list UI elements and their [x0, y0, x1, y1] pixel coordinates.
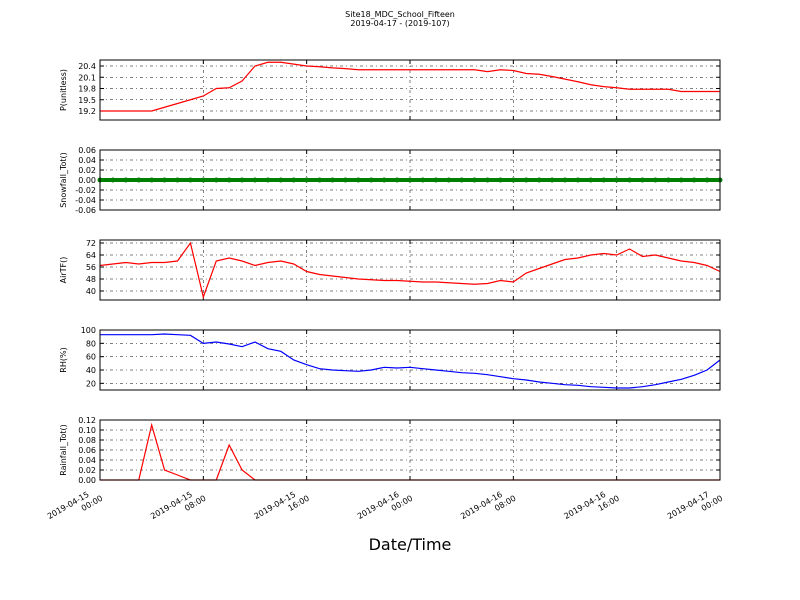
- y-tick-label: 0.12: [78, 416, 96, 425]
- y-tick-label: 20.1: [78, 73, 96, 82]
- y-tick-label: 72: [86, 239, 96, 248]
- chart-subtitle: 2019-04-17 - (2019-107): [350, 19, 449, 28]
- data-line: [99, 241, 721, 300]
- plot-frame: [99, 59, 721, 121]
- y-tick-label: 0.02: [78, 466, 96, 475]
- y-tick-label: 0.08: [78, 436, 96, 445]
- y-tick-label: 19.5: [78, 96, 96, 105]
- y-tick-label: 20: [86, 379, 96, 388]
- y-tick-label: 40: [86, 287, 96, 296]
- y-tick-label: 48: [86, 275, 96, 284]
- y-axis-label: Rainfall_Tot(): [59, 424, 68, 476]
- plot-frame: [99, 239, 721, 301]
- y-tick-label: 80: [86, 339, 96, 348]
- plot-frame: [99, 149, 721, 211]
- y-tick-label: 0.06: [78, 446, 96, 455]
- y-tick-label: 0.06: [78, 146, 96, 155]
- y-axis-label: RH(%): [59, 347, 68, 372]
- y-axis-label: Snowfall_Tot(): [59, 152, 68, 208]
- y-tick-label: 60: [86, 353, 96, 362]
- y-tick-label: 0.04: [78, 456, 96, 465]
- y-tick-label: 19.2: [78, 107, 96, 116]
- y-tick-label: -0.06: [75, 206, 96, 215]
- y-axis-label: P(unitless): [59, 69, 68, 111]
- plot-frame: [99, 419, 721, 481]
- x-axis-label: Date/Time: [369, 535, 452, 554]
- y-axis-label: AirTF(): [59, 257, 68, 284]
- y-tick-label: 64: [86, 251, 96, 260]
- y-tick-label: 0.00: [78, 476, 96, 485]
- y-tick-label: 0.00: [78, 176, 96, 185]
- y-tick-label: 0.02: [78, 166, 96, 175]
- data-line: [100, 333, 721, 389]
- y-tick-label: 56: [86, 263, 96, 272]
- y-tick-label: 100: [81, 326, 96, 335]
- data-line: [100, 61, 720, 112]
- chart-title: Site18_MDC_School_Fifteen: [345, 10, 455, 19]
- y-tick-label: 40: [86, 366, 96, 375]
- y-tick-label: 0.10: [78, 426, 96, 435]
- y-tick-label: 20.4: [78, 62, 96, 71]
- y-tick-label: 0.04: [78, 156, 96, 165]
- plot-frame: [99, 329, 721, 391]
- y-tick-label: 19.8: [78, 85, 96, 94]
- y-tick-label: -0.04: [75, 196, 96, 205]
- y-tick-label: -0.02: [75, 186, 96, 195]
